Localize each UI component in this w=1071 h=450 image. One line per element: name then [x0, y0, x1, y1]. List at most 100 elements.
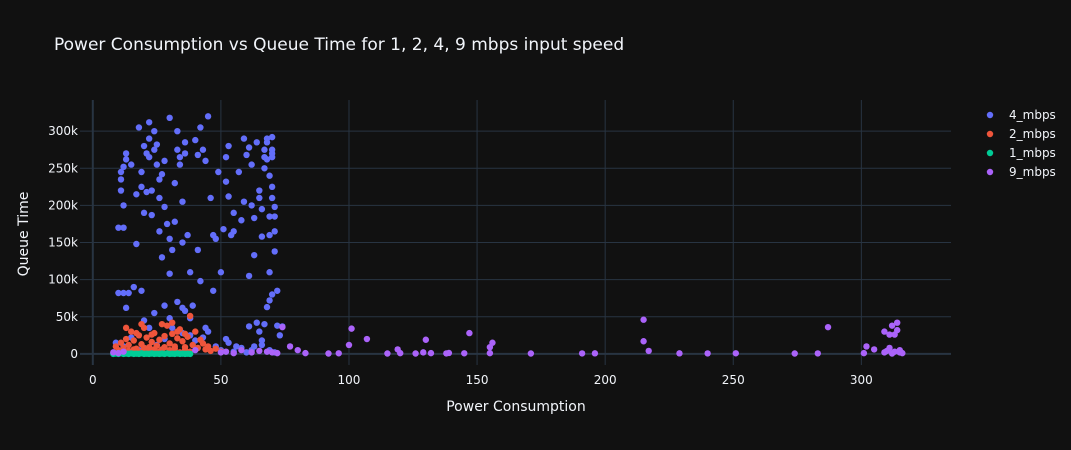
data-point[interactable]	[263, 303, 271, 311]
data-point[interactable]	[266, 213, 273, 220]
data-point[interactable]	[860, 349, 868, 357]
data-point[interactable]	[266, 231, 273, 239]
data-point[interactable]	[461, 350, 468, 357]
data-point[interactable]	[268, 291, 276, 298]
data-point[interactable]	[171, 345, 178, 352]
data-point[interactable]	[212, 235, 219, 243]
data-point[interactable]	[258, 341, 266, 349]
data-point[interactable]	[251, 214, 258, 222]
data-point[interactable]	[169, 319, 176, 326]
data-point[interactable]	[266, 297, 273, 304]
data-point[interactable]	[263, 348, 271, 355]
data-point[interactable]	[117, 339, 125, 346]
data-point[interactable]	[184, 231, 191, 239]
data-point[interactable]	[161, 343, 168, 351]
data-point[interactable]	[258, 205, 266, 213]
data-point[interactable]	[128, 328, 135, 335]
data-point[interactable]	[271, 203, 278, 211]
data-point[interactable]	[245, 323, 253, 330]
data-point[interactable]	[240, 198, 248, 205]
data-point[interactable]	[189, 341, 196, 349]
data-point[interactable]	[194, 246, 202, 254]
data-point[interactable]	[230, 349, 237, 357]
data-point[interactable]	[158, 254, 166, 261]
data-point[interactable]	[186, 312, 194, 320]
data-point[interactable]	[197, 277, 204, 285]
data-point[interactable]	[117, 176, 125, 183]
data-point[interactable]	[122, 324, 130, 332]
legend[interactable]: 4_mbps 2_mbps 1_mbps 9_mbps	[986, 108, 1056, 179]
data-point[interactable]	[156, 176, 163, 183]
data-point[interactable]	[110, 349, 117, 356]
data-point[interactable]	[578, 350, 586, 357]
data-point[interactable]	[422, 336, 430, 343]
data-point[interactable]	[169, 246, 176, 254]
data-point[interactable]	[186, 350, 194, 358]
data-point[interactable]	[245, 272, 253, 280]
data-point[interactable]	[133, 191, 140, 198]
data-point[interactable]	[210, 287, 217, 294]
data-point[interactable]	[248, 202, 255, 209]
data-point[interactable]	[238, 217, 245, 224]
data-point[interactable]	[325, 350, 332, 357]
data-point[interactable]	[199, 146, 207, 153]
data-point[interactable]	[181, 307, 189, 315]
data-point[interactable]	[261, 146, 268, 153]
data-point[interactable]	[412, 350, 419, 357]
data-point[interactable]	[894, 326, 901, 334]
data-point[interactable]	[174, 335, 181, 342]
data-point[interactable]	[207, 194, 214, 202]
data-point[interactable]	[171, 218, 178, 225]
data-point[interactable]	[174, 298, 181, 306]
data-point[interactable]	[140, 209, 148, 217]
data-point[interactable]	[235, 168, 243, 176]
data-point[interactable]	[166, 235, 173, 243]
data-point[interactable]	[156, 336, 163, 343]
data-point[interactable]	[268, 133, 276, 141]
data-point[interactable]	[143, 334, 150, 341]
data-point[interactable]	[163, 220, 171, 228]
data-point[interactable]	[161, 203, 168, 211]
data-point[interactable]	[192, 136, 199, 144]
data-point[interactable]	[153, 161, 161, 168]
data-point[interactable]	[345, 341, 353, 349]
data-point[interactable]	[256, 187, 263, 194]
data-point[interactable]	[704, 350, 711, 357]
data-point[interactable]	[248, 161, 255, 168]
data-point[interactable]	[271, 248, 278, 255]
data-point[interactable]	[120, 289, 127, 297]
data-point[interactable]	[302, 349, 309, 357]
data-point[interactable]	[215, 168, 222, 176]
data-point[interactable]	[130, 283, 137, 291]
data-point[interactable]	[199, 340, 207, 347]
data-point[interactable]	[145, 324, 153, 332]
data-point[interactable]	[233, 343, 240, 350]
data-point[interactable]	[220, 225, 227, 233]
data-point[interactable]	[145, 135, 153, 142]
data-point[interactable]	[151, 146, 158, 153]
data-point[interactable]	[253, 319, 260, 326]
data-point[interactable]	[486, 349, 494, 357]
data-point[interactable]	[489, 339, 496, 346]
data-point[interactable]	[138, 168, 145, 176]
data-point[interactable]	[222, 348, 230, 355]
data-point[interactable]	[202, 157, 209, 165]
data-point[interactable]	[258, 233, 266, 240]
data-point[interactable]	[899, 349, 906, 357]
data-point[interactable]	[274, 287, 281, 294]
data-point[interactable]	[115, 349, 122, 357]
data-point[interactable]	[791, 350, 798, 357]
data-point[interactable]	[243, 349, 250, 356]
data-point[interactable]	[120, 348, 127, 355]
data-point[interactable]	[881, 328, 888, 335]
data-point[interactable]	[151, 127, 158, 135]
data-point[interactable]	[181, 139, 189, 146]
data-point[interactable]	[466, 329, 473, 337]
data-point[interactable]	[133, 240, 140, 248]
data-point[interactable]	[258, 337, 266, 344]
data-point[interactable]	[148, 338, 155, 346]
data-point[interactable]	[181, 150, 189, 157]
data-point[interactable]	[202, 324, 209, 332]
data-point[interactable]	[886, 331, 893, 338]
data-point[interactable]	[161, 302, 168, 309]
